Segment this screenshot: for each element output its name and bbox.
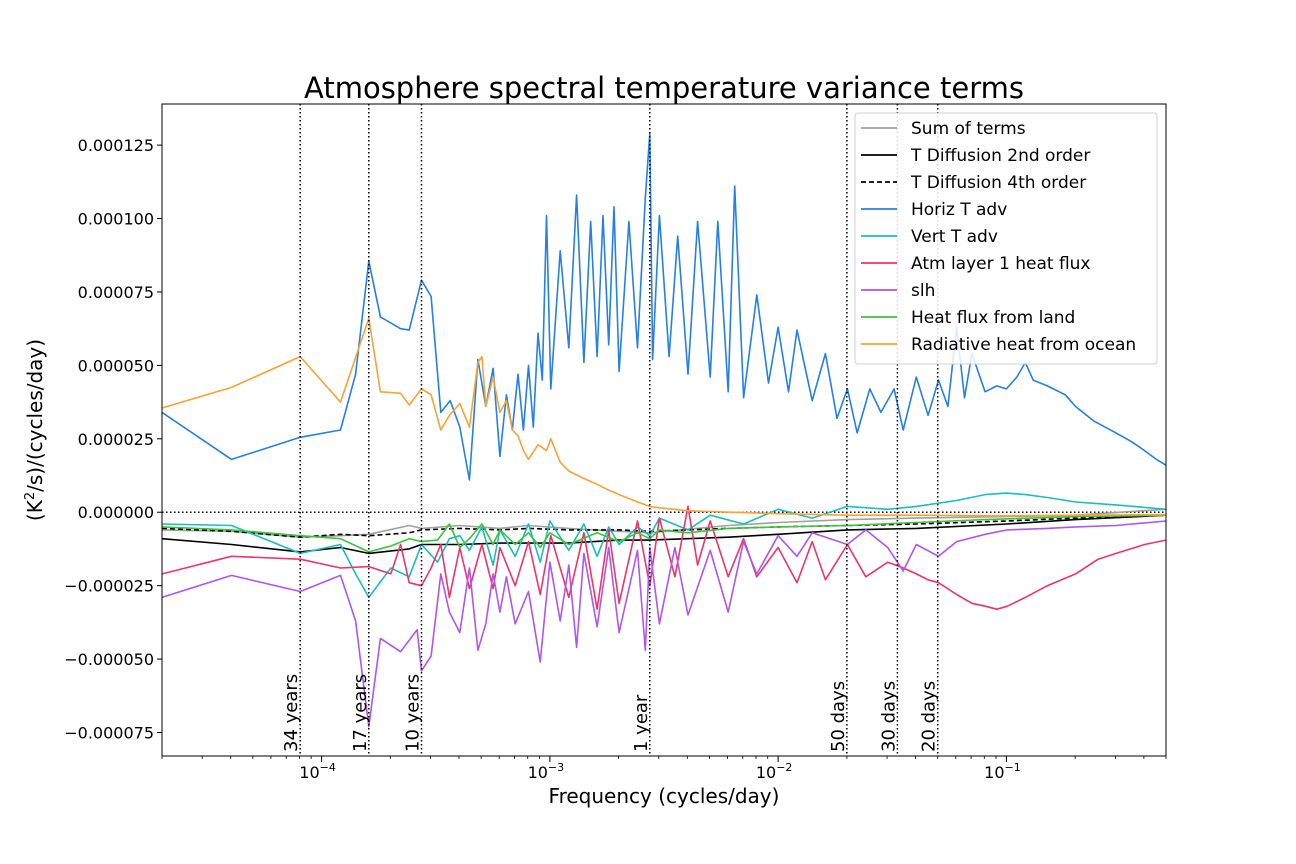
x-axis: 10−4 10−3 10−2 10−1 [161,756,1167,782]
series-line-atm-layer-1-heat-flux [162,505,1166,610]
plot-area-frame [161,103,1167,757]
y-tick-label: −0.000025 [64,577,154,596]
y-tick-label: 0.000075 [78,283,154,302]
period-marker-label-20-days: 20 days [919,681,940,752]
y-tick-label: 0.000050 [78,356,154,375]
y-tick-label: 0.000100 [78,210,154,229]
series-line-t-diffusion-2nd-order [162,514,1166,555]
x-tick-label: 10−4 [299,761,336,782]
legend-label-horiz-t-adv: Horiz T adv [911,200,1007,220]
period-marker-label-10-years: 10 years [403,674,424,752]
legend-label-heat-flux-from-land: Heat flux from land [911,308,1075,328]
series-line-vert-t-adv [162,492,1166,599]
legend-label-t-diffusion-4th-order: T Diffusion 4th order [910,173,1086,193]
y-tick-label: 0.000125 [78,136,154,155]
legend-label-slh: slh [911,281,935,301]
y-tick-label: 0.000000 [78,503,154,522]
series-line-heat-flux-from-land [162,514,1166,553]
y-axis-label-main: (K [23,499,47,521]
period-marker-label-50-days: 50 days [828,681,849,752]
legend-label-vert-t-adv: Vert T adv [911,227,998,247]
series-line-radiative-heat-from-ocean [162,317,1166,517]
chart-title: Atmosphere spectral temperature variance… [304,71,1024,105]
series-line-slh [162,520,1166,728]
y-axis-label-superscript: 2 [23,492,38,500]
period-marker-layer: 34 years 17 years 10 years 1 year 50 days 30 … [281,104,940,756]
series-layer [162,132,1166,728]
legend-label-sum-of-terms: Sum of terms [911,119,1026,139]
period-marker-label-17-years: 17 years [350,674,371,752]
legend-box [854,112,1158,365]
y-axis-label-rest: /s)/(cycles/day) [23,339,47,492]
legend-label-radiative-heat-from-ocean: Radiative heat from ocean [911,335,1136,355]
x-tick-label: 10−2 [756,761,793,782]
y-axis-label: (K2/s)/(cycles/day) [23,339,47,521]
y-tick-label: 0.000025 [78,430,154,449]
y-tick-label: −0.000050 [64,650,154,669]
period-marker-label-1-year: 1 year [631,694,652,752]
legend: Sum of terms T Diffusion 2nd order T Diffu… [854,112,1158,365]
period-marker-label-30-days: 30 days [878,681,899,752]
y-axis: 0.000125 0.000100 0.000075 0.000050 0.000025… [64,136,162,743]
y-tick-label: −0.000075 [64,724,154,743]
legend-label-t-diffusion-2nd-order: T Diffusion 2nd order [910,146,1090,166]
x-tick-label: 10−3 [528,761,565,782]
x-axis-label: Frequency (cycles/day) [549,784,780,808]
x-tick-label: 10−1 [984,761,1021,782]
period-marker-label-34-years: 34 years [281,674,302,752]
legend-label-atm-layer-1-heat-flux: Atm layer 1 heat flux [911,254,1091,274]
